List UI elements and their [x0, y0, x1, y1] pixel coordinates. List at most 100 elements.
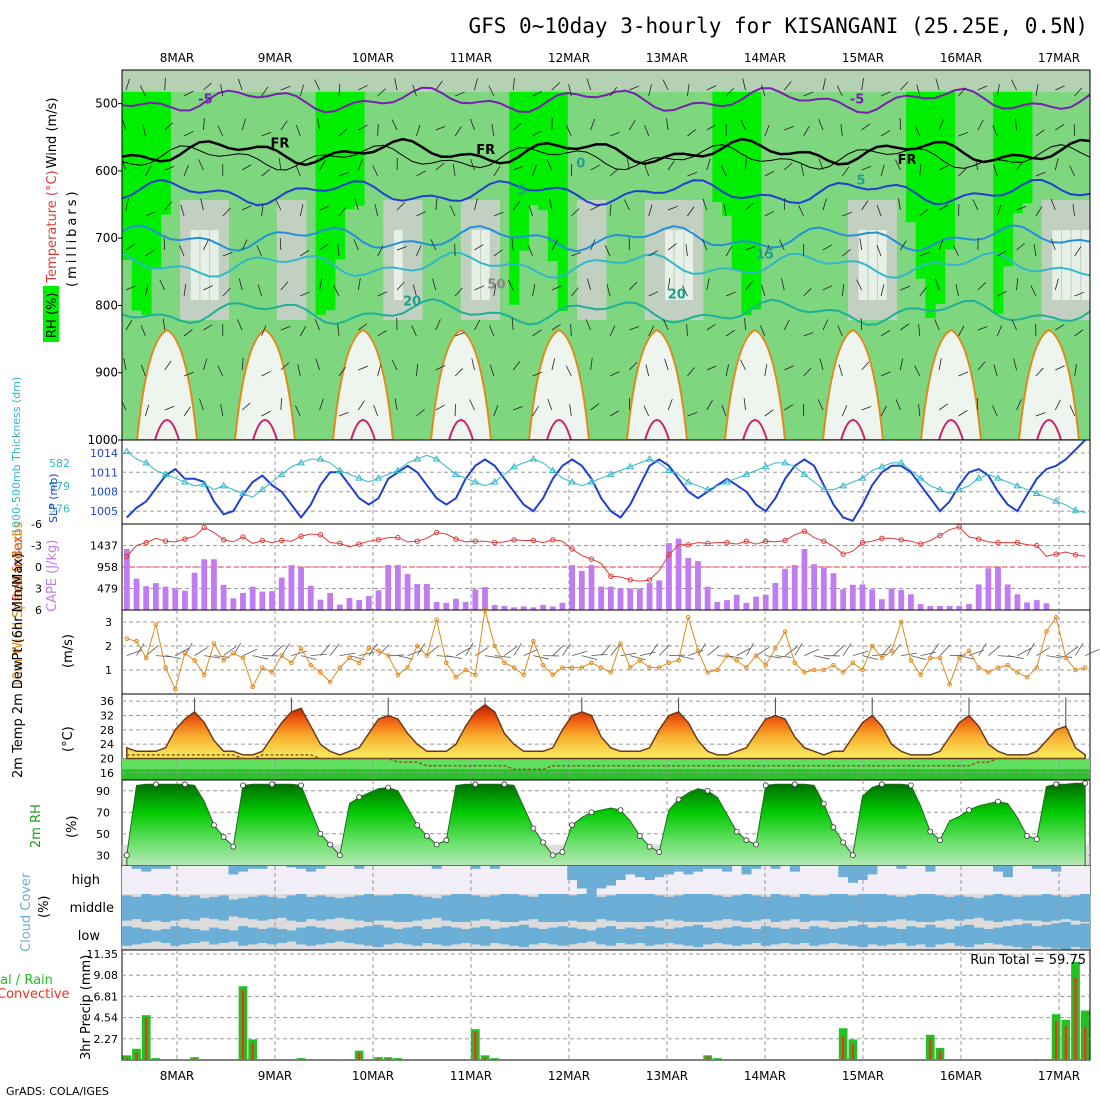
wind-barb — [528, 204, 533, 217]
rh-very-dry-patch — [868, 230, 878, 300]
lifted-index-point — [356, 541, 362, 547]
cape-bar — [753, 596, 759, 610]
cloud-cell — [422, 929, 433, 943]
precip-total-bar — [122, 1055, 132, 1060]
lifted-index-point — [337, 540, 343, 547]
wind-speed-point — [289, 660, 294, 666]
cloud-cell — [606, 895, 616, 921]
cloud-cell — [131, 866, 142, 869]
rh2m-point — [1082, 780, 1089, 787]
warm-core-contour — [644, 419, 670, 440]
wind-barb — [278, 158, 282, 171]
thickness-point — [645, 455, 654, 462]
cape-bar — [888, 588, 895, 610]
wind-barb — [570, 287, 579, 297]
wind-barb — [299, 84, 304, 97]
cloud-cell — [664, 929, 675, 943]
wind-barb — [629, 85, 639, 91]
cloud-cell — [296, 866, 307, 869]
thickness-point — [413, 455, 422, 462]
cloud-cell — [673, 895, 684, 921]
thickness-point — [219, 481, 228, 489]
wind-barb — [145, 165, 152, 177]
wind-barb-10m — [620, 652, 637, 656]
wind-barb-10m — [852, 650, 869, 656]
cape-tick-label: 958 — [97, 561, 118, 574]
temperature-contour — [122, 86, 1090, 114]
wind-barb — [1016, 399, 1022, 411]
wind-barb — [203, 358, 208, 371]
cloud-cell — [402, 927, 413, 945]
wind-barb — [837, 325, 843, 337]
cloud-cell — [315, 927, 326, 945]
wind-speed-point — [172, 686, 178, 692]
cloud-cell — [586, 930, 597, 942]
slp-tick-label: 1011 — [90, 466, 118, 479]
cloud-cell — [354, 866, 365, 869]
wind-barb — [914, 125, 921, 137]
wind-barb — [725, 364, 730, 377]
wind-barb — [626, 158, 630, 171]
lifted-index-point — [801, 528, 808, 534]
cloud-cell — [180, 927, 191, 945]
wind-barb — [489, 325, 495, 337]
rh2m-point — [298, 782, 304, 789]
wind-barb — [140, 85, 146, 97]
wind-barb — [217, 125, 224, 137]
wind-barb — [319, 278, 323, 291]
slp-tick-label: 1014 — [90, 447, 118, 460]
wind-barb — [798, 205, 804, 217]
wind-barb-10m — [755, 647, 770, 656]
wind-barb — [512, 361, 521, 371]
rh2m-point — [152, 781, 159, 788]
thickness-label: 1000-500mb Thickness (dm) — [10, 377, 23, 535]
rh-moist-column — [141, 90, 152, 315]
rh-very-dry-patch — [878, 230, 887, 300]
wind-label: Wind (m/s) — [45, 98, 60, 169]
wind-barb-10m — [475, 647, 489, 656]
wind-barb — [295, 164, 301, 177]
lifted-index-point — [724, 539, 730, 546]
wind-barb — [435, 198, 438, 211]
wind-barb — [551, 323, 561, 331]
wind-unit-label: (m/s) — [61, 634, 76, 668]
cape-bar — [462, 601, 469, 610]
warm-core-contour — [448, 419, 474, 440]
cloud-cell — [422, 896, 433, 920]
wind-barb-10m — [397, 655, 414, 660]
wind-barb — [706, 365, 717, 371]
wind-speed-point — [966, 648, 972, 654]
wind-speed-point — [385, 653, 391, 658]
rh-dry-patch — [654, 200, 665, 320]
wind-barb — [333, 285, 340, 297]
cloud-cell — [848, 926, 858, 946]
rh2m-point — [327, 841, 334, 848]
cloud-cover-panel: high middle low Cloud Cover (%) — [19, 865, 1091, 952]
wind-barb — [725, 87, 735, 97]
precip-convective-bar — [154, 1059, 158, 1060]
cloud-cell — [722, 927, 733, 945]
thickness-point — [122, 447, 131, 454]
wind-barb — [1050, 198, 1056, 211]
wind-barb-10m — [1065, 646, 1079, 656]
cloud-cell — [518, 924, 529, 948]
cloud-cell — [848, 866, 858, 883]
wind-barb — [1054, 158, 1059, 171]
wind-barb — [532, 91, 542, 97]
wind-10m-label: 10m Wind Speed & Barbs — [11, 521, 26, 688]
cloud-cell — [954, 895, 965, 921]
wind-speed-point — [1044, 629, 1049, 634]
wind-barb — [861, 361, 870, 371]
wind-barb — [914, 365, 921, 377]
lifted-index-point — [1072, 552, 1079, 558]
lifted-index-point — [298, 533, 304, 539]
wind-barb — [411, 325, 417, 337]
contour-label: 20 — [668, 288, 686, 303]
thickness-point — [510, 462, 518, 470]
wind-barb — [958, 325, 965, 337]
wind-barb-10m — [746, 642, 754, 656]
lifted-index-point — [646, 577, 653, 583]
wind-barb — [977, 119, 984, 131]
wind-barb — [358, 365, 368, 371]
cape-bar — [269, 591, 275, 610]
